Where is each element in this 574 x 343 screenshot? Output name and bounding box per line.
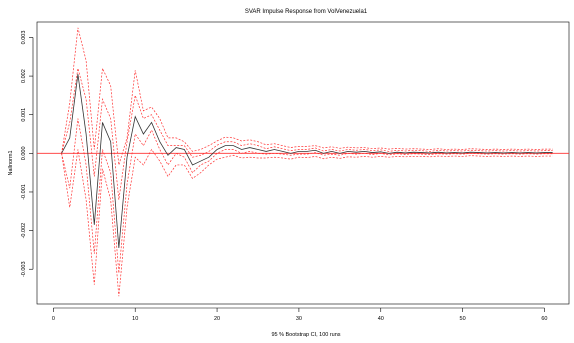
- y-tick-label: 0.000: [21, 146, 27, 160]
- y-tick-label: -0.001: [21, 184, 27, 200]
- x-tick-label: 50: [460, 316, 466, 322]
- x-axis-label: 95 % Bootstrap CI, 100 runs: [271, 332, 340, 338]
- x-tick-label: 60: [541, 316, 547, 322]
- ci-line-2: [61, 148, 553, 297]
- x-tick-label: 0: [52, 316, 55, 322]
- x-tick-label: 40: [378, 316, 384, 322]
- y-tick-label: -0.003: [21, 261, 27, 277]
- y-axis: -0.003 -0.002 -0.001 0.000 0.001 0.002 0.003: [21, 31, 34, 277]
- y-axis-label: Nallnorm1: [8, 150, 14, 175]
- y-tick-label: -0.002: [21, 223, 27, 239]
- plot-frame: [36, 21, 570, 305]
- x-axis: 0 10 20 30 40 50 60: [52, 307, 548, 322]
- irf-line: [61, 74, 553, 249]
- impulse-response-series: [61, 74, 553, 249]
- x-tick-label: 30: [296, 316, 302, 322]
- confidence-interval-lines: [61, 27, 553, 297]
- ci-line-4: [61, 118, 553, 274]
- y-tick-label: 0.001: [21, 108, 27, 122]
- y-tick-label: 0.002: [21, 69, 27, 83]
- ci-line-1: [61, 27, 553, 166]
- x-tick-label: 20: [214, 316, 220, 322]
- y-tick-label: 0.003: [21, 31, 27, 45]
- chart-title: SVAR Impulse Response from VolVenezuela1: [245, 9, 368, 15]
- x-tick-label: 10: [132, 316, 138, 322]
